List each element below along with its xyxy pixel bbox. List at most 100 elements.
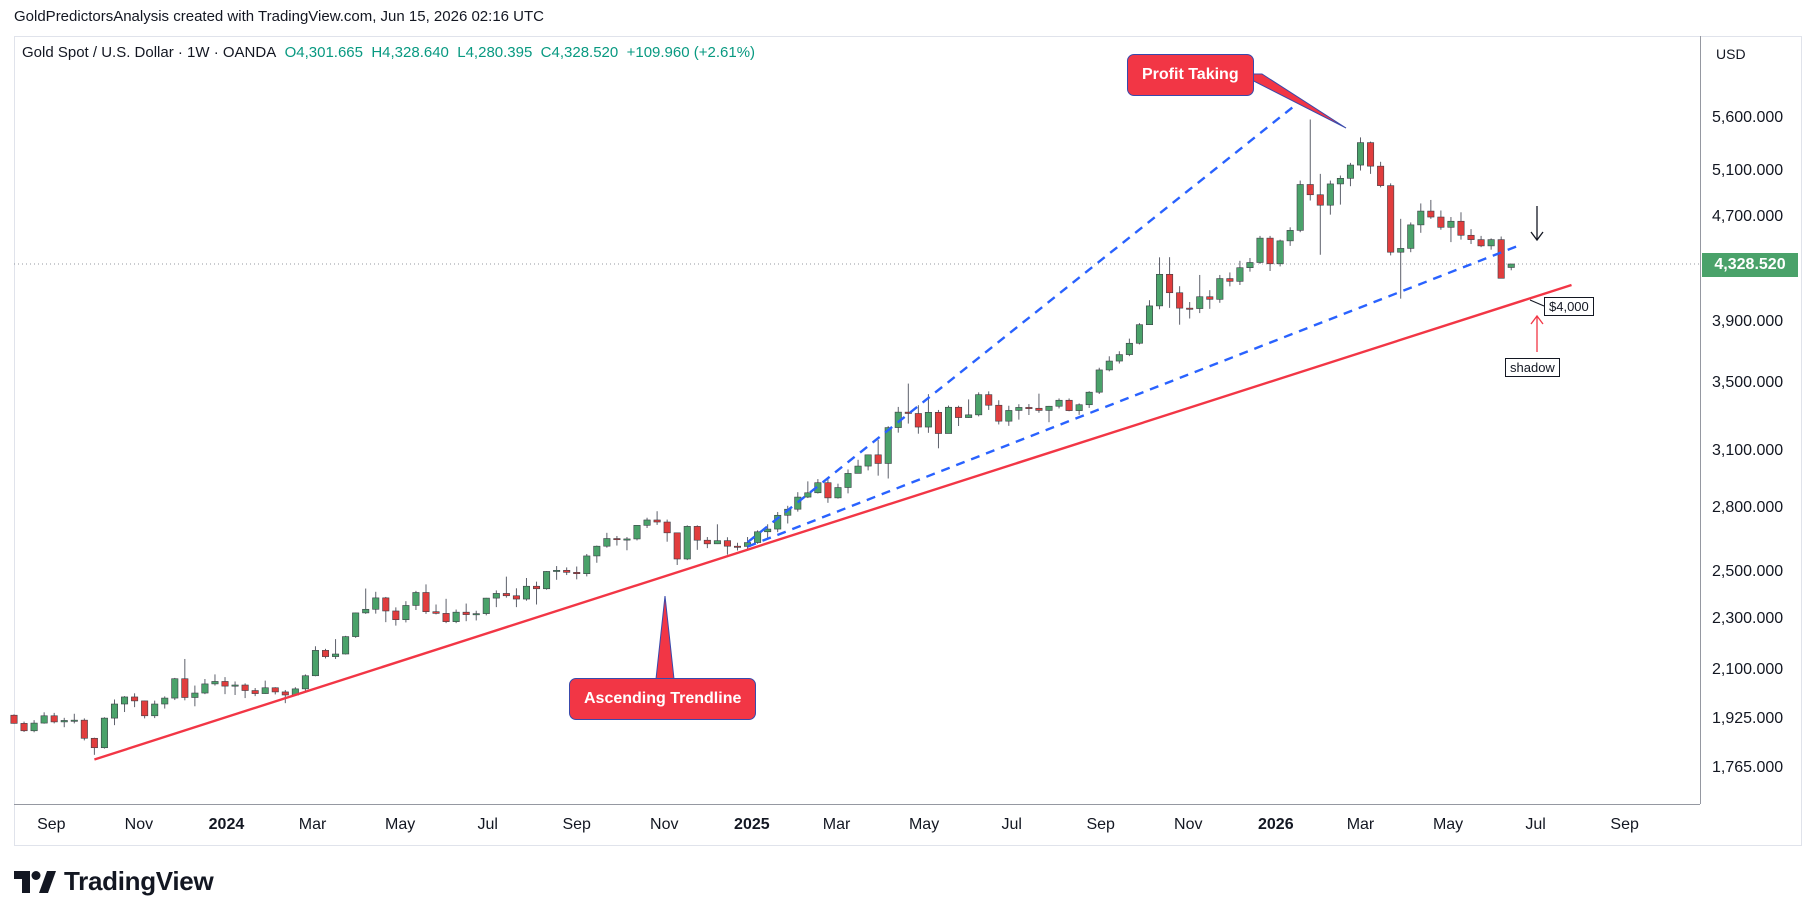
candle[interactable] xyxy=(201,678,209,695)
candle[interactable] xyxy=(1266,235,1274,271)
candle[interactable] xyxy=(382,596,390,623)
candle[interactable] xyxy=(502,576,510,598)
symbol-legend[interactable]: Gold Spot / U.S. Dollar · 1W · OANDA O4,… xyxy=(22,44,755,61)
candle[interactable] xyxy=(522,577,530,601)
candle[interactable] xyxy=(653,511,661,525)
candle[interactable] xyxy=(432,604,440,615)
candle[interactable] xyxy=(995,400,1003,425)
candle[interactable] xyxy=(1487,238,1495,250)
candle[interactable] xyxy=(1367,141,1375,174)
candle[interactable] xyxy=(764,524,772,539)
candle[interactable] xyxy=(965,399,973,418)
candle[interactable] xyxy=(1356,137,1364,171)
candle[interactable] xyxy=(1397,218,1405,299)
candle[interactable] xyxy=(392,607,400,626)
candle[interactable] xyxy=(723,537,731,555)
candle[interactable] xyxy=(1477,235,1485,248)
candle[interactable] xyxy=(100,717,108,749)
candle[interactable] xyxy=(703,537,711,549)
candle[interactable] xyxy=(1085,391,1093,408)
candle[interactable] xyxy=(151,700,159,719)
candle[interactable] xyxy=(533,581,541,605)
candle[interactable] xyxy=(332,639,340,659)
candle[interactable] xyxy=(191,685,199,707)
candle[interactable] xyxy=(472,610,480,621)
candle[interactable] xyxy=(804,481,812,499)
candle[interactable] xyxy=(1035,393,1043,413)
candle[interactable] xyxy=(864,454,872,471)
candle[interactable] xyxy=(1256,235,1264,264)
candle[interactable] xyxy=(1377,161,1385,188)
candle[interactable] xyxy=(985,391,993,410)
candle[interactable] xyxy=(1246,257,1254,272)
candle[interactable] xyxy=(1045,405,1053,423)
candle[interactable] xyxy=(553,566,561,580)
candle[interactable] xyxy=(311,646,319,677)
candle[interactable] xyxy=(583,553,591,577)
candle[interactable] xyxy=(1005,405,1013,426)
candle[interactable] xyxy=(281,689,289,704)
candle[interactable] xyxy=(824,478,832,503)
candle[interactable] xyxy=(1125,338,1133,357)
candle[interactable] xyxy=(1437,210,1445,230)
candle[interactable] xyxy=(181,658,189,701)
candle[interactable] xyxy=(975,392,983,417)
channel-lower-line[interactable] xyxy=(747,243,1522,548)
currency-label[interactable]: USD xyxy=(1716,46,1746,62)
candle[interactable] xyxy=(342,635,350,655)
candle[interactable] xyxy=(1467,229,1475,244)
candle[interactable] xyxy=(161,696,169,709)
candle[interactable] xyxy=(884,426,892,479)
candle[interactable] xyxy=(30,720,38,733)
candle[interactable] xyxy=(10,714,18,724)
candle[interactable] xyxy=(1135,323,1143,345)
candle[interactable] xyxy=(1326,180,1334,215)
candle[interactable] xyxy=(1075,403,1083,415)
candle[interactable] xyxy=(914,405,922,434)
candle[interactable] xyxy=(1316,173,1324,255)
candle[interactable] xyxy=(754,530,762,544)
candle[interactable] xyxy=(110,699,118,726)
candle[interactable] xyxy=(1176,286,1184,325)
candle[interactable] xyxy=(60,717,68,728)
candle[interactable] xyxy=(1507,263,1515,271)
candle[interactable] xyxy=(372,591,380,614)
candle[interactable] xyxy=(221,677,229,695)
tradingview-logo[interactable]: TradingView xyxy=(14,866,214,897)
candle[interactable] xyxy=(945,405,953,434)
candle[interactable] xyxy=(352,612,360,638)
candle[interactable] xyxy=(261,680,269,694)
candle[interactable] xyxy=(1286,227,1294,246)
candle[interactable] xyxy=(1196,274,1204,314)
candle[interactable] xyxy=(231,681,239,695)
candle[interactable] xyxy=(904,383,912,424)
candle[interactable] xyxy=(1206,290,1214,309)
candle[interactable] xyxy=(955,405,963,427)
candle[interactable] xyxy=(70,713,78,724)
candle[interactable] xyxy=(1186,301,1194,319)
candle[interactable] xyxy=(412,590,420,611)
candle[interactable] xyxy=(1055,398,1063,409)
candle[interactable] xyxy=(693,525,701,550)
candle[interactable] xyxy=(1296,180,1304,233)
candle[interactable] xyxy=(1306,119,1314,201)
candle[interactable] xyxy=(1065,398,1073,412)
candle[interactable] xyxy=(1497,236,1505,279)
candle[interactable] xyxy=(40,712,48,724)
candle[interactable] xyxy=(814,479,822,494)
candle[interactable] xyxy=(482,597,490,616)
candle[interactable] xyxy=(452,609,460,624)
candle[interactable] xyxy=(573,566,581,580)
candle[interactable] xyxy=(1276,239,1284,267)
candle[interactable] xyxy=(131,693,139,708)
candle[interactable] xyxy=(1166,257,1174,308)
candle[interactable] xyxy=(442,598,450,624)
candle[interactable] xyxy=(1216,274,1224,303)
candle[interactable] xyxy=(623,537,631,551)
candle[interactable] xyxy=(633,525,641,541)
candle[interactable] xyxy=(1095,367,1103,394)
candle[interactable] xyxy=(1115,351,1123,364)
candle[interactable] xyxy=(543,570,551,590)
candle[interactable] xyxy=(934,409,942,449)
candle[interactable] xyxy=(1447,217,1455,243)
